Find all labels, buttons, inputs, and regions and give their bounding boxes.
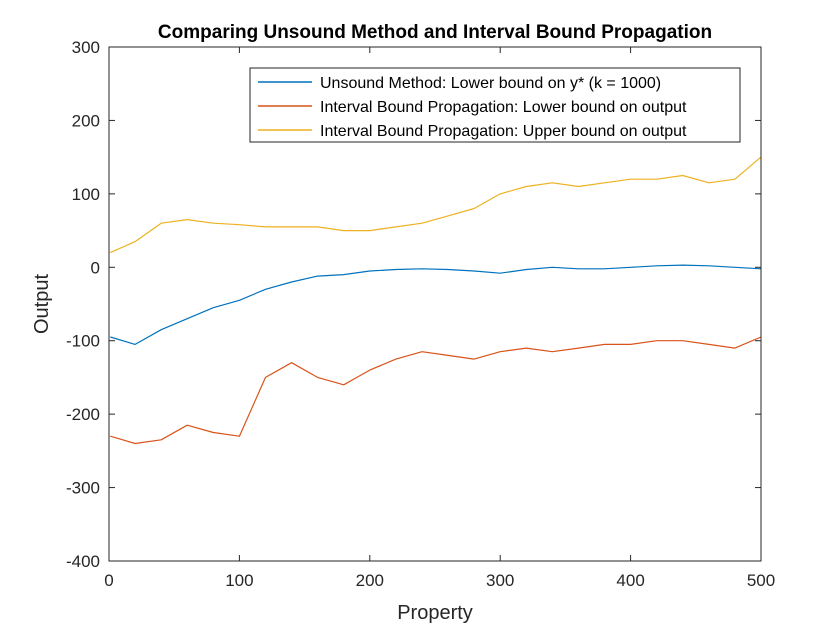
y-axis: 300 200 100 0 -100 -200 -300 -400 bbox=[66, 38, 761, 571]
legend-label-3: Interval Bound Propagation: Upper bound … bbox=[320, 123, 687, 140]
series-line-3 bbox=[110, 156, 762, 254]
x-tick-label: 400 bbox=[616, 571, 644, 590]
axes-box bbox=[108, 46, 762, 562]
y-tick-label: 300 bbox=[72, 38, 100, 57]
y-tick-label: -400 bbox=[66, 552, 100, 571]
x-tick-label: 300 bbox=[486, 571, 514, 590]
y-tick-label: -300 bbox=[66, 479, 100, 498]
legend: Unsound Method: Lower bound on y* (k = 1… bbox=[249, 67, 741, 143]
y-tick-label: 0 bbox=[91, 258, 100, 277]
legend-label-2: Interval Bound Propagation: Lower bound … bbox=[320, 99, 687, 116]
legend-box bbox=[249, 67, 741, 143]
x-tick-label: 500 bbox=[747, 571, 775, 590]
y-tick-label: -100 bbox=[66, 332, 100, 351]
y-tick-label: 100 bbox=[72, 185, 100, 204]
series-line-1 bbox=[110, 264, 762, 345]
legend-label-1: Unsound Method: Lower bound on y* (k = 1… bbox=[320, 75, 661, 92]
y-axis-label: Output bbox=[31, 274, 53, 334]
y-tick-label: -200 bbox=[66, 405, 100, 424]
x-tick-label: 100 bbox=[225, 571, 253, 590]
chart-title: Comparing Unsound Method and Interval Bo… bbox=[158, 22, 712, 43]
series-line-2 bbox=[110, 336, 762, 445]
series-layer bbox=[110, 156, 762, 445]
x-axis: 0 100 200 300 400 500 bbox=[104, 47, 775, 590]
x-tick-label: 200 bbox=[356, 571, 384, 590]
x-tick-label: 0 bbox=[104, 571, 113, 590]
x-axis-label: Property bbox=[397, 602, 473, 624]
y-tick-label: 200 bbox=[72, 111, 100, 130]
